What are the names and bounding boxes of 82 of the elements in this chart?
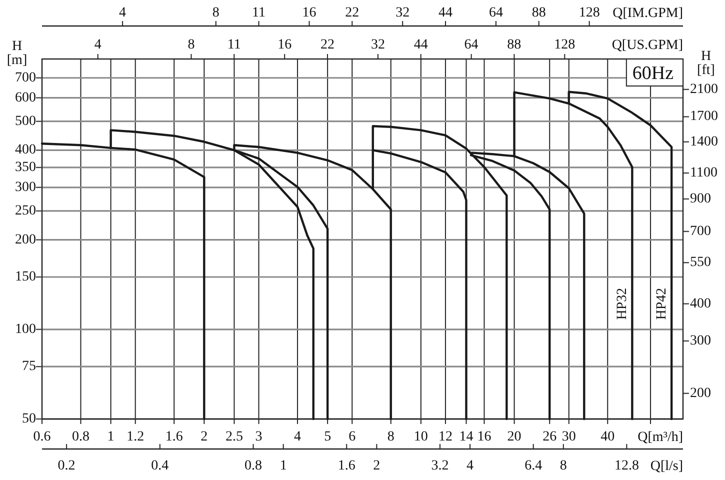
x-tick-label: 11 [252,6,266,20]
y-tick-label: 1400 [690,134,718,150]
x-tick-label: 14 [459,430,474,444]
y-tick-label: 50 [22,412,36,426]
y-axis-title: H [ft] [697,49,715,78]
annotation: 60Hz [632,62,674,84]
y-tick-label: 500 [15,114,36,129]
x-tick-label: 1.6 [165,430,183,444]
x-tick-label: 44 [438,6,452,20]
y-tick-label: 600 [15,90,36,106]
x-tick-label: 16 [302,6,316,20]
x-tick-label: 30 [562,430,576,444]
y-tick-label: 550 [690,255,711,270]
y-tick-label: 200 [690,386,711,401]
y-tick-label: 400 [690,296,711,312]
y-tick-label: 2100 [690,82,718,97]
y-tick-label: 75 [22,359,36,374]
x-tick-label: 26 [542,430,557,444]
x-tick-label: 22 [345,6,360,20]
text: HP42 [654,288,670,320]
y-axis-title: H [m] [6,39,28,68]
y-tick-label: 1700 [690,109,718,124]
x-axis-title: Q[m³/h] [638,430,683,444]
x-tick-label: 32 [370,38,385,52]
x-tick-label: 32 [396,6,410,20]
x-tick-label: 12.8 [614,458,639,474]
x-tick-label: 4 [466,458,474,474]
x-tick-label: 0.2 [58,458,76,474]
x-tick-label: 1.2 [126,430,144,444]
y-tick-label: 350 [15,160,36,175]
x-tick-label: 16 [477,430,492,444]
x-tick-label: 12 [438,430,452,444]
x-tick-label: 5 [324,430,332,444]
y-tick-label: 100 [15,322,36,337]
x-tick-label: 6.4 [524,458,542,474]
x-tick-label: 8 [387,430,394,444]
x-tick-label: 4 [119,6,126,20]
y-tick-label: 300 [690,333,711,348]
x-tick-label: 2 [373,458,380,474]
x-tick-label: 4 [94,38,102,52]
x-tick-label: 0.8 [244,458,262,474]
y-tick-label: 250 [15,203,36,218]
y-tick-label: 300 [15,180,36,195]
y-tick-label: 1100 [690,166,718,181]
x-tick-label: 128 [578,6,600,20]
x-tick-label: 0.6 [33,430,51,444]
y-tick-label: 150 [15,269,36,284]
x-tick-label: 1 [107,430,114,444]
x-tick-label: 10 [414,430,428,444]
x-tick-label: 128 [554,38,576,52]
x-tick-label: 64 [488,6,503,20]
x-tick-label: 1.6 [338,458,356,474]
x-tick-label: 1 [280,458,287,474]
x-tick-label: 11 [227,38,241,52]
x-tick-label: 22 [320,38,334,52]
x-tick-label: 3 [255,430,262,444]
x-tick-label: 6 [348,430,356,444]
x-axis-title: Q[US.GPM] [612,38,683,52]
y-tick-label: 700 [690,224,711,239]
x-tick-label: 2 [200,430,208,444]
x-axis-title: Q[l/s] [650,458,683,474]
y-tick-label: 400 [15,142,36,158]
x-tick-label: 2.5 [225,430,243,444]
x-tick-label: 8 [560,458,567,474]
x-tick-label: 88 [532,6,546,20]
x-tick-label: 3.2 [431,458,449,474]
x-tick-label: 20 [507,430,522,444]
y-tick-label: 200 [15,232,36,248]
x-tick-label: 40 [600,430,615,444]
x-tick-label: 8 [188,38,195,52]
y-tick-label: 900 [690,191,711,206]
x-tick-label: 64 [464,38,478,52]
x-tick-label: 0.8 [72,430,90,444]
x-tick-label: 16 [278,38,292,52]
text: HP32 [614,288,630,320]
y-tick-label: 700 [15,70,36,86]
x-tick-label: 44 [414,38,428,52]
x-tick-label: 88 [507,38,522,52]
x-tick-label: 0.4 [151,458,169,474]
x-tick-label: 8 [212,6,220,20]
x-axis-title: Q[IM.GPM] [612,6,683,20]
x-tick-label: 4 [294,430,302,444]
